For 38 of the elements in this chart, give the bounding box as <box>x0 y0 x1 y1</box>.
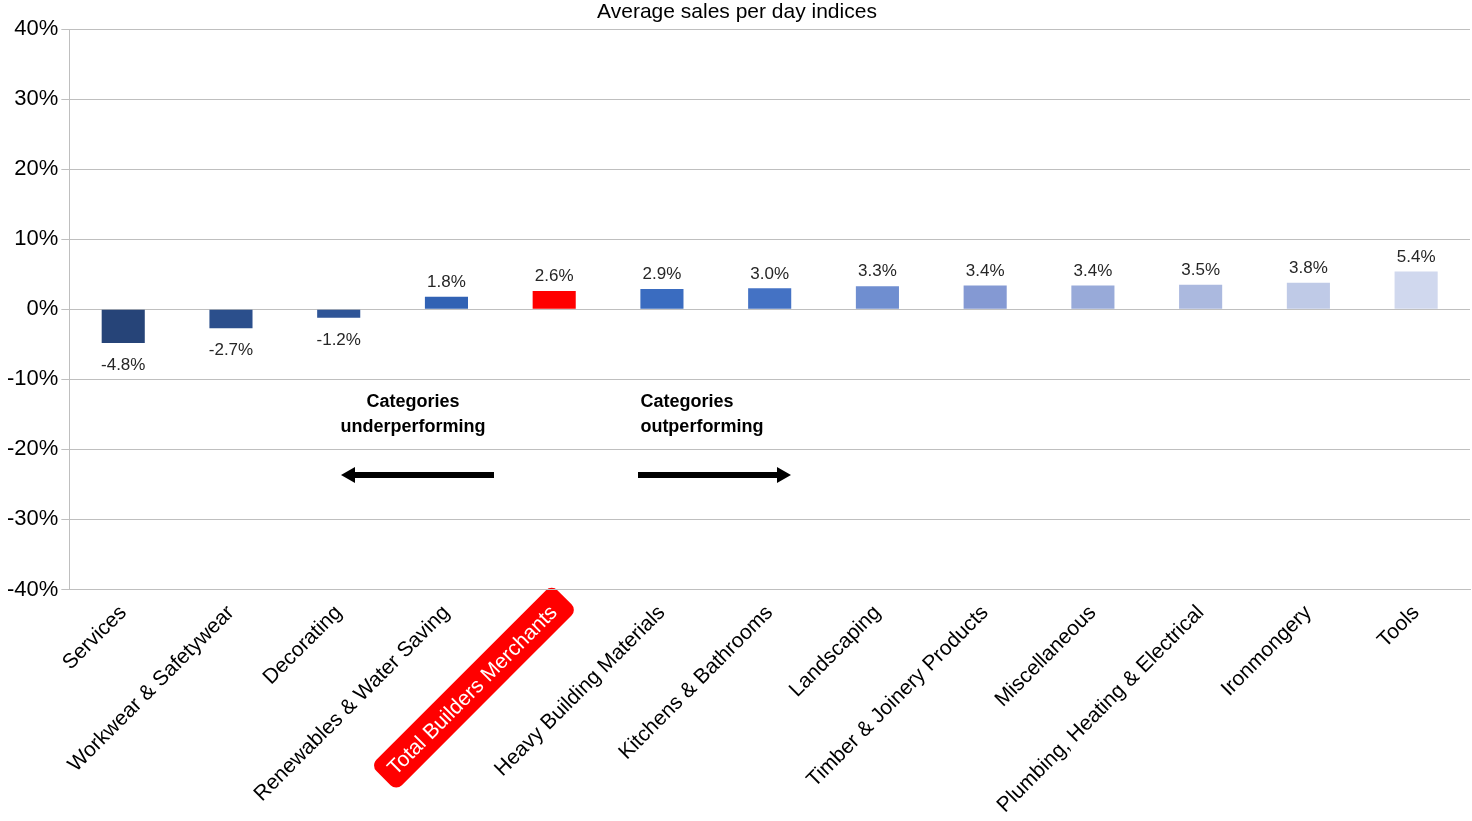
data-label: 1.8% <box>427 271 466 291</box>
y-tick-label: -40% <box>7 575 59 601</box>
data-label: 3.3% <box>858 261 897 281</box>
data-label: 2.9% <box>642 264 682 284</box>
y-tick-label: -20% <box>7 435 59 461</box>
y-tick-label: 30% <box>14 85 59 111</box>
bar <box>1071 285 1115 309</box>
bar <box>963 285 1007 309</box>
bar <box>1179 284 1223 309</box>
bar <box>209 309 253 329</box>
bar <box>1286 282 1330 309</box>
bar <box>424 296 468 309</box>
data-label: 3.0% <box>750 263 790 283</box>
y-tick-label: 40% <box>14 15 59 41</box>
annotation: Categories outperforming <box>640 391 764 437</box>
bar <box>640 289 684 309</box>
bar <box>532 291 576 309</box>
bar <box>748 288 792 309</box>
y-tick-label: 0% <box>26 295 59 321</box>
data-label: 3.8% <box>1289 257 1328 277</box>
y-tick-label: -10% <box>7 365 59 391</box>
data-label: 5.4% <box>1396 246 1436 266</box>
bar <box>1394 271 1438 309</box>
annotation: Categories underperforming <box>340 391 486 437</box>
data-label: -2.7% <box>208 340 254 360</box>
y-tick-label: 20% <box>14 155 59 181</box>
data-label: 2.6% <box>534 266 574 286</box>
data-label: 3.4% <box>965 260 1005 280</box>
data-label: 3.4% <box>1073 260 1113 280</box>
chart-title: Average sales per day indices <box>597 0 877 23</box>
data-label: 3.5% <box>1181 260 1221 279</box>
y-tick-label: 10% <box>14 225 59 251</box>
bar <box>855 286 899 309</box>
data-label: -1.2% <box>316 329 361 349</box>
y-tick-label: -30% <box>7 505 59 531</box>
bar <box>101 309 145 343</box>
bar <box>317 309 361 318</box>
data-label: -4.8% <box>101 355 146 375</box>
